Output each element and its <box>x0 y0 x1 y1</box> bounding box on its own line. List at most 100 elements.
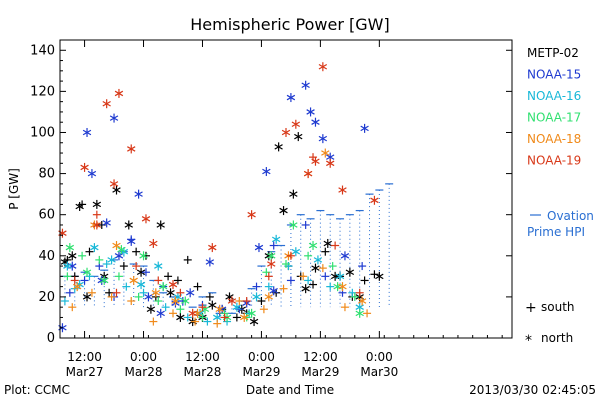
legend: METP-02 NOAA-15 NOAA-16 NOAA-17 NOAA-18 NOAA-… <box>527 46 581 168</box>
north-point <box>291 247 301 257</box>
north-point <box>102 99 111 109</box>
north-point-arm <box>262 168 271 175</box>
north-point-arm <box>127 238 136 245</box>
north-point-arm <box>232 304 242 310</box>
y-tick-label: 100 <box>30 125 55 140</box>
north-point-arm <box>249 318 259 325</box>
north-point-arm <box>205 259 215 265</box>
ovation-label-line1: Ovation <box>547 209 594 223</box>
north-point-arm <box>151 290 161 296</box>
north-point <box>129 275 138 285</box>
south-point <box>139 288 148 297</box>
south-point <box>360 276 369 285</box>
north-point <box>281 127 291 137</box>
north-point-arm <box>92 201 102 208</box>
north-point-arm <box>227 298 237 304</box>
north-point-arm <box>146 306 156 312</box>
north-point-arm <box>102 100 111 107</box>
south-point <box>173 276 182 285</box>
south-point <box>105 288 114 297</box>
south-point <box>262 268 271 277</box>
north-point-arm <box>345 269 355 276</box>
north-point <box>262 167 271 177</box>
south-point <box>358 262 367 271</box>
north-point <box>139 251 148 261</box>
north-point <box>215 304 224 314</box>
north-point-arm <box>158 283 168 290</box>
plot-area <box>58 62 384 333</box>
south-point <box>97 220 106 229</box>
north-point-arm <box>274 144 283 150</box>
north-point <box>306 107 315 117</box>
north-point-arm <box>144 294 153 300</box>
north-point-arm <box>308 242 318 249</box>
north-point <box>286 93 296 103</box>
south-point <box>176 288 185 297</box>
north-point <box>68 251 77 261</box>
legend-entry: METP-02 <box>527 46 579 60</box>
south-point <box>232 313 241 322</box>
legend-entry: NOAA-18 <box>527 132 581 146</box>
north-point-arm <box>134 191 143 197</box>
north-point <box>249 317 259 327</box>
south-point <box>122 282 131 291</box>
x-tick-label-hour: 12:00 <box>185 350 220 364</box>
north-point <box>114 88 124 98</box>
north-point <box>311 156 320 166</box>
north-point-arm <box>254 244 264 251</box>
north-point <box>301 284 310 294</box>
south-point <box>242 297 251 306</box>
south-point <box>299 272 308 281</box>
north-point-arm <box>166 290 175 296</box>
north-label: north <box>541 331 573 345</box>
south-point <box>191 317 200 326</box>
north-point <box>340 251 350 261</box>
north-point-arm <box>141 216 151 222</box>
north-point-arm <box>75 203 84 210</box>
south-point <box>235 297 244 306</box>
south-point <box>80 276 89 285</box>
south-point <box>355 288 364 297</box>
south-point <box>350 292 359 301</box>
south-point <box>205 292 214 301</box>
north-point <box>308 241 318 251</box>
north-point <box>267 251 276 261</box>
north-point <box>168 280 178 290</box>
north-point <box>269 286 278 296</box>
south-point <box>183 255 192 264</box>
north-point <box>208 243 217 253</box>
north-point <box>112 185 121 195</box>
north-point <box>360 123 369 133</box>
north-point <box>232 302 242 312</box>
x-tick-label-day: Mar29 <box>242 365 280 379</box>
south-point <box>328 262 337 271</box>
north-point-arm <box>370 197 379 204</box>
north-point-arm <box>301 285 310 292</box>
north-point <box>338 185 347 195</box>
north-point-arm <box>156 222 165 228</box>
north-point <box>127 144 136 154</box>
north-point <box>171 296 180 306</box>
north-point <box>338 282 347 292</box>
north-point-arm <box>92 222 102 228</box>
south-point <box>141 268 150 277</box>
north-point <box>294 132 303 142</box>
north-point-arm <box>291 121 301 128</box>
north-point <box>311 263 320 273</box>
x-tick-label-hour: 12:00 <box>303 350 338 364</box>
north-point <box>313 255 323 265</box>
south-point <box>213 319 222 328</box>
legend-entry: NOAA-16 <box>527 89 581 103</box>
north-point-arm <box>286 94 296 101</box>
south-point <box>282 260 290 269</box>
x-tick-label-day: Mar28 <box>184 365 222 379</box>
symbol-legend: + south * north <box>525 300 575 349</box>
north-point <box>289 220 298 230</box>
north-point-arm <box>156 310 165 317</box>
south-point <box>102 260 111 269</box>
north-point-arm <box>279 207 288 214</box>
south-point <box>321 247 330 256</box>
north-point <box>247 308 256 318</box>
